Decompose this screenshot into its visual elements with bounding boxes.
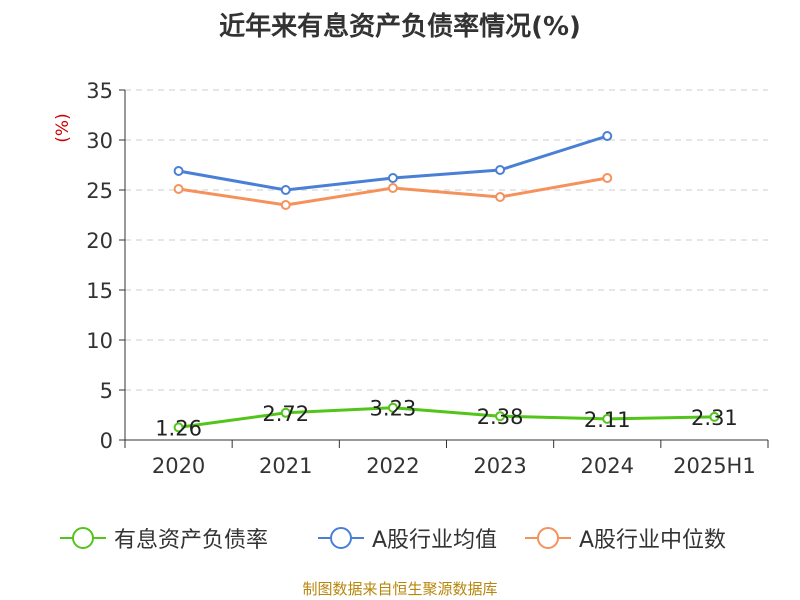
x-tick-label: 2021 bbox=[259, 454, 312, 478]
x-tick-label: 2024 bbox=[581, 454, 634, 478]
data-point bbox=[709, 411, 720, 422]
data-point bbox=[495, 165, 506, 175]
data-label: 1.26 bbox=[155, 416, 202, 440]
legend-item[interactable]: 有息资产负债率 bbox=[60, 518, 268, 558]
legend-label: 有息资产负债率 bbox=[114, 528, 269, 553]
y-tick-label: 15 bbox=[86, 279, 113, 303]
data-label: 3.23 bbox=[370, 397, 417, 421]
y-tick-label: 30 bbox=[86, 129, 113, 153]
data-point bbox=[280, 200, 291, 210]
y-tick-label: 25 bbox=[86, 179, 113, 203]
y-tick-label: 0 bbox=[100, 429, 113, 453]
y-tick-label: 20 bbox=[86, 229, 113, 253]
data-label: 2.72 bbox=[262, 402, 309, 426]
legend-marker-icon bbox=[60, 527, 106, 549]
source-note: 制图数据来自恒生聚源数据库 bbox=[302, 580, 498, 598]
chart-title: 近年来有息资产负债率情况(%) bbox=[219, 12, 581, 42]
data-point bbox=[495, 192, 506, 202]
data-point bbox=[280, 407, 291, 418]
data-point bbox=[173, 184, 184, 194]
x-tick-label: 2023 bbox=[473, 454, 526, 478]
y-tick-label: 5 bbox=[100, 379, 113, 403]
legend-label: A股行业中位数 bbox=[579, 528, 727, 553]
data-label: 2.38 bbox=[477, 405, 524, 429]
line-chart: 0 5 10 15 20 25 30 35 2020 2021 2022 2023 2024 2025H1… bbox=[53, 79, 769, 478]
x-tick-label: 2022 bbox=[366, 454, 419, 478]
data-label: 2.31 bbox=[691, 406, 738, 430]
legend: 有息资产负债率 A股行业均值 A股行业中位数 bbox=[0, 518, 800, 558]
data-point bbox=[173, 422, 184, 433]
data-point bbox=[387, 173, 398, 183]
x-tick-label: 2020 bbox=[152, 454, 205, 478]
data-point bbox=[495, 411, 506, 422]
legend-marker-icon bbox=[318, 527, 364, 549]
legend-marker-icon bbox=[525, 527, 571, 549]
axes: 0 5 10 15 20 25 30 35 2020 2021 2022 2023 2024 2025H1… bbox=[53, 79, 769, 478]
series-lines bbox=[173, 131, 720, 433]
data-point bbox=[602, 131, 613, 141]
data-labels: 1.26 2.72 3.23 2.38 2.11 2.31 bbox=[155, 397, 738, 441]
data-point bbox=[387, 183, 398, 193]
data-point bbox=[280, 185, 291, 195]
series-line bbox=[178, 406, 715, 429]
data-point bbox=[602, 413, 613, 424]
y-tick-label: 10 bbox=[86, 329, 113, 353]
data-point bbox=[602, 173, 613, 183]
legend-label: A股行业均值 bbox=[372, 528, 498, 553]
y-tick-label: 35 bbox=[86, 79, 113, 103]
data-point bbox=[173, 166, 184, 176]
grid-lines bbox=[125, 89, 768, 391]
x-tick-label: 2025H1 bbox=[673, 454, 756, 478]
data-label: 2.11 bbox=[584, 408, 631, 432]
data-point bbox=[387, 402, 398, 413]
legend-item[interactable]: A股行业中位数 bbox=[525, 518, 726, 558]
legend-item[interactable]: A股行业均值 bbox=[318, 518, 497, 558]
y-axis-label: (%) bbox=[53, 113, 73, 142]
